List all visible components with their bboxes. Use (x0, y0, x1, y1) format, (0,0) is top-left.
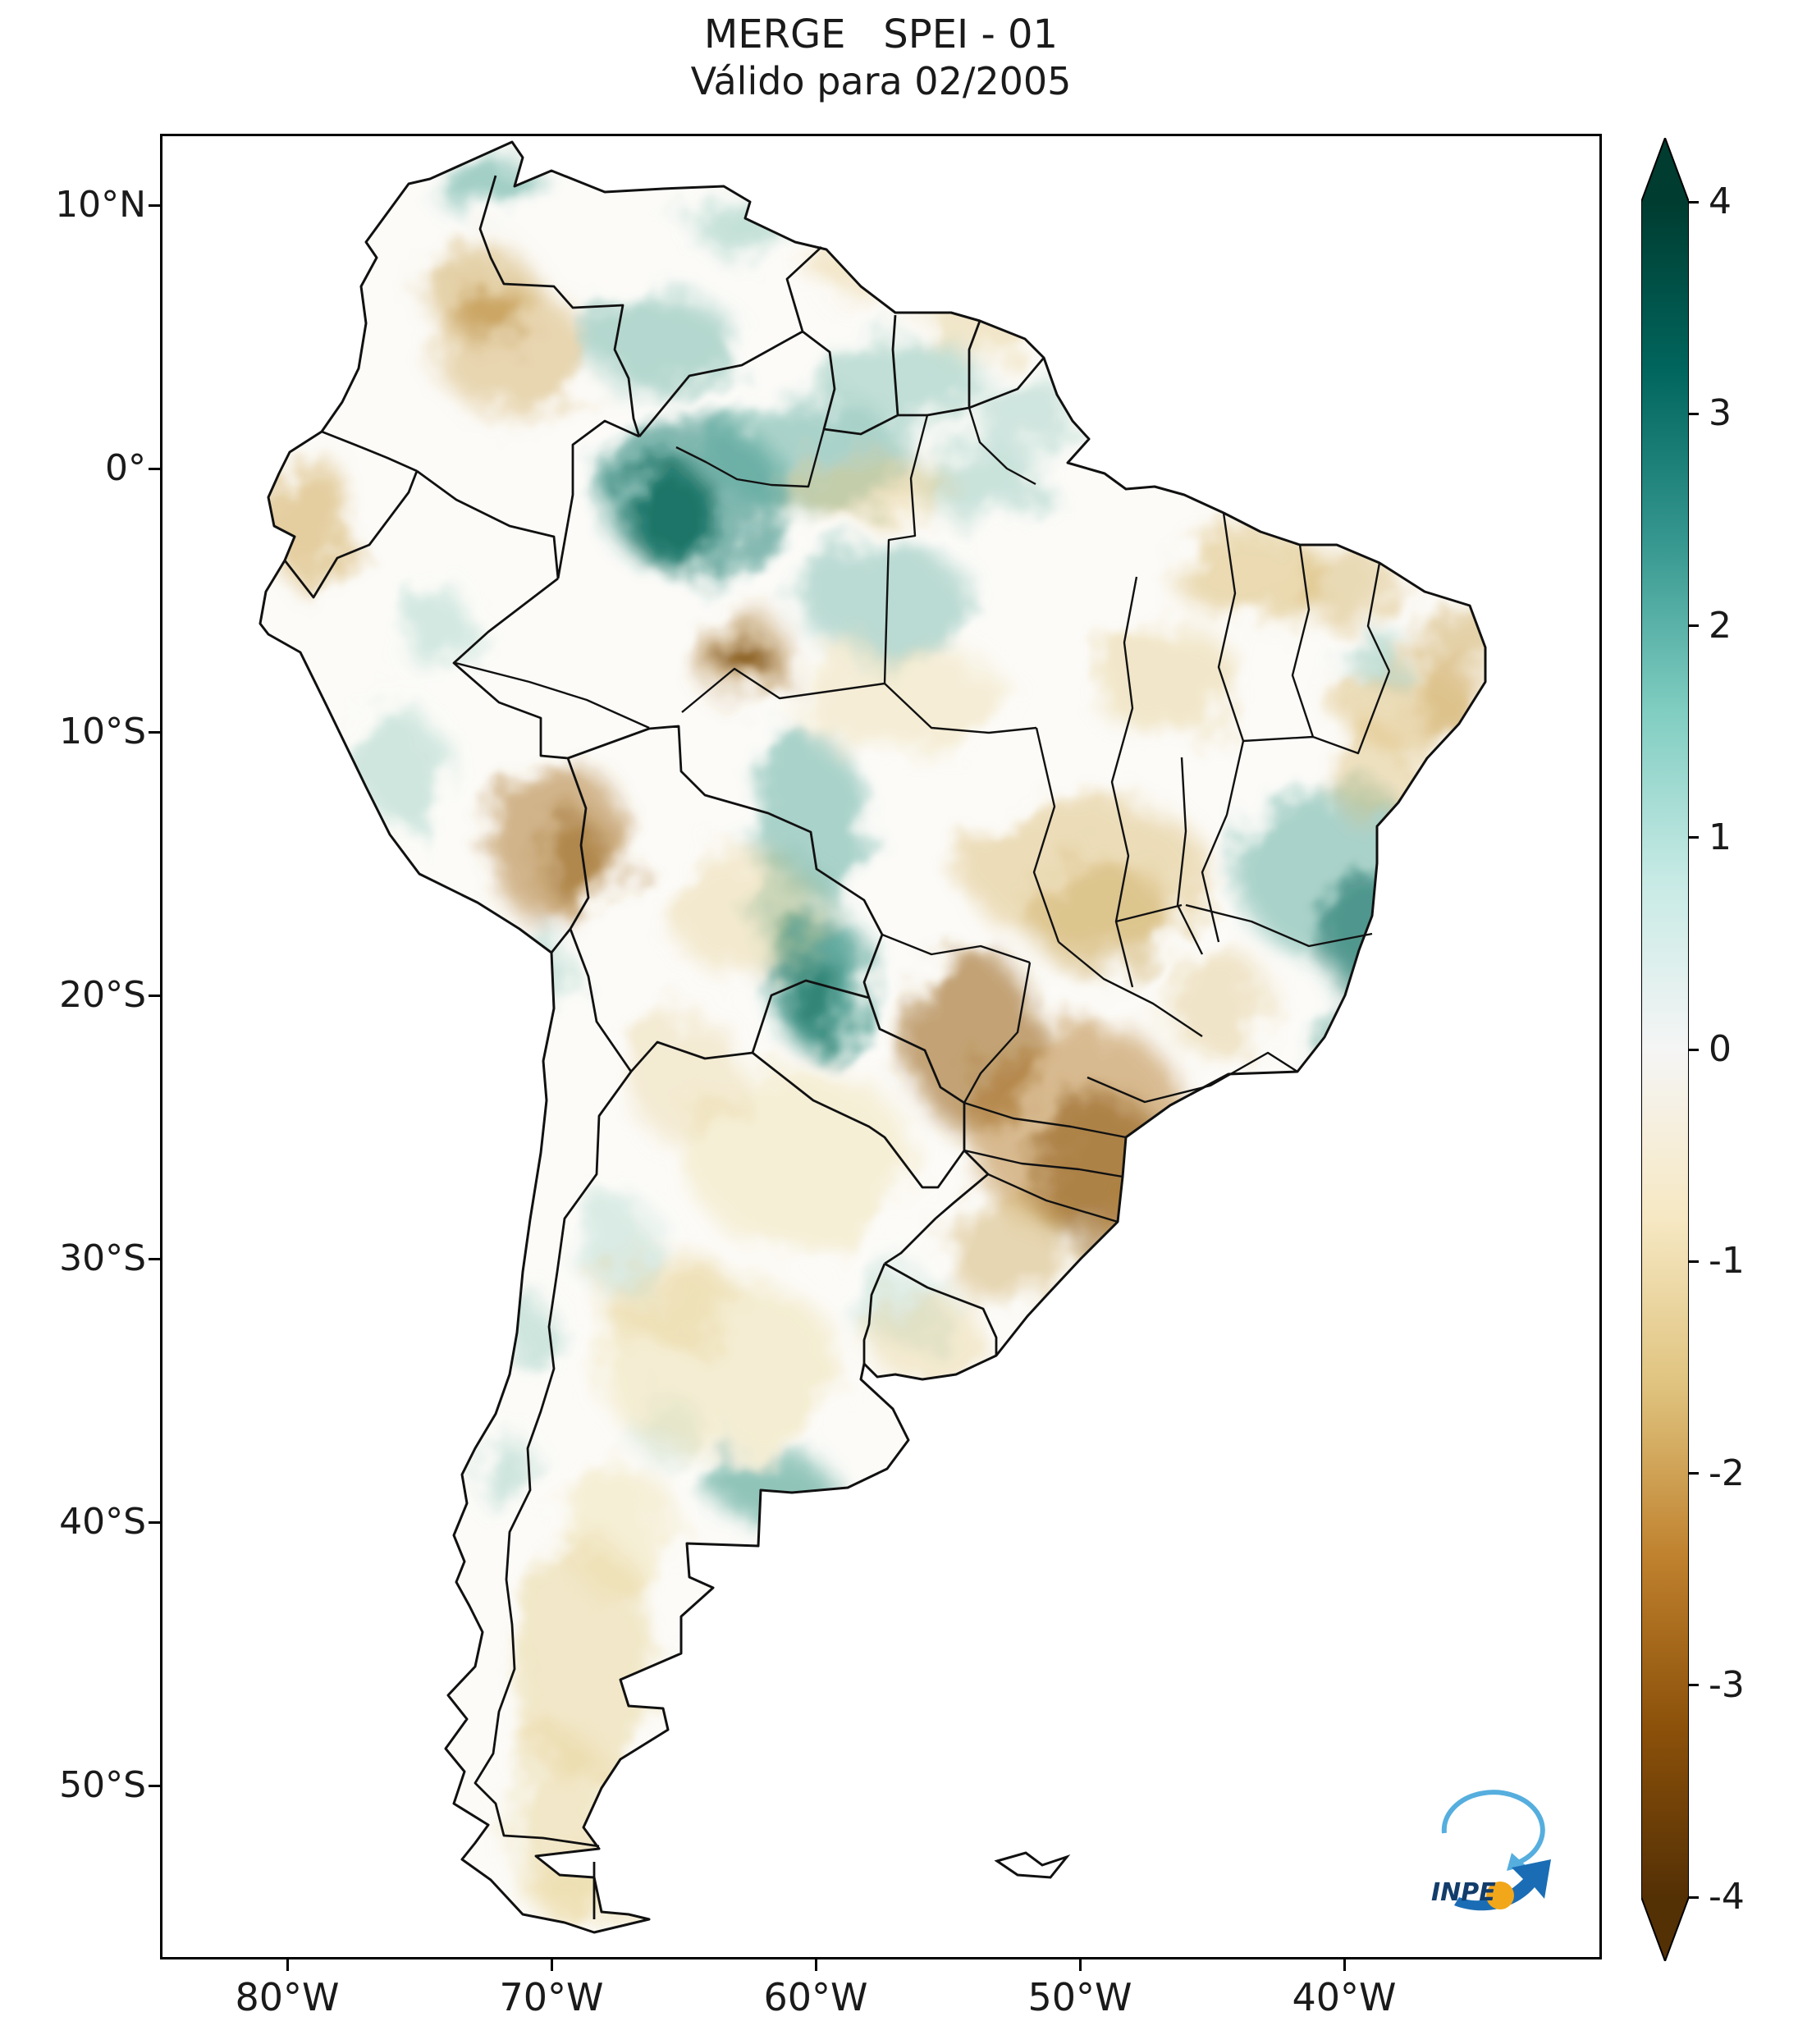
x-tickmark (286, 1959, 289, 1971)
x-tickmark (1078, 1959, 1082, 1971)
figure-title: MERGE SPEI - 01 (703, 11, 1059, 57)
y-tickmark (149, 730, 160, 734)
country-borders (283, 175, 1045, 1919)
colorbar-extend-min (1641, 1897, 1689, 1961)
logo-swirl-icon (1441, 1790, 1545, 1865)
y-tickmark (149, 1784, 160, 1787)
colorbar-tickmark (1689, 1260, 1699, 1263)
coastline (258, 140, 1487, 1934)
island-outline (994, 1851, 1071, 1879)
y-tick-label: 50°S (59, 1764, 146, 1806)
colorbar-tickmark (1689, 1895, 1699, 1899)
y-tick-label: 10°S (59, 711, 146, 752)
logo-orange-dot-icon (1486, 1882, 1514, 1909)
x-tick-label: 50°W (1027, 1975, 1132, 2019)
y-tickmark (149, 994, 160, 997)
y-tickmark (149, 203, 160, 207)
colorbar-tickmark (1689, 1048, 1699, 1051)
colorbar-tickmark (1689, 836, 1699, 839)
inpe-logo: INPE (1431, 1790, 1551, 1911)
colorbar-tick-label: -1 (1709, 1240, 1745, 1283)
colorbar-extend-max (1641, 138, 1689, 202)
colorbar-tick-label: 0 (1709, 1028, 1732, 1070)
figure-subtitle: Válido para 02/2005 (690, 59, 1072, 103)
y-tick-label: 10°N (55, 184, 146, 226)
colorbar-tick-label: 3 (1709, 392, 1732, 435)
colorbar-tick-label: 4 (1709, 181, 1732, 222)
x-tick-label: 70°W (499, 1975, 604, 2019)
plot-frame (160, 134, 1602, 1959)
colorbar-tickmark (1689, 1472, 1699, 1475)
x-tickmark (550, 1959, 553, 1971)
y-tick-label: 0° (105, 447, 146, 489)
colorbar-tickmark (1689, 1684, 1699, 1687)
colorbar (1641, 138, 1689, 1961)
map-plot-area (160, 134, 1602, 1959)
colorbar-gradient (1641, 202, 1689, 1897)
colorbar-tickmark (1689, 412, 1699, 415)
y-tick-label: 30°S (59, 1237, 146, 1279)
x-tick-label: 60°W (763, 1975, 868, 2019)
colorbar-tickmark (1689, 624, 1699, 627)
logo-text: INPE (1431, 1878, 1496, 1907)
y-tickmark (149, 1257, 160, 1260)
state-borders (455, 407, 1391, 1223)
logo-arrow-icon (1454, 1859, 1551, 1911)
colorbar-tick-label: 2 (1709, 604, 1732, 647)
colorbar-tick-label: -4 (1709, 1876, 1745, 1918)
colorbar-tickmark (1689, 200, 1699, 203)
x-tick-label: 40°W (1292, 1975, 1397, 2019)
colorbar-tick-label: 1 (1709, 816, 1732, 858)
x-tick-label: 80°W (235, 1975, 340, 2019)
x-tickmark (1343, 1959, 1346, 1971)
y-tick-label: 40°S (59, 1501, 146, 1543)
x-tickmark (814, 1959, 817, 1971)
colorbar-tick-label: -2 (1709, 1452, 1745, 1494)
y-tickmark (149, 467, 160, 470)
y-tick-label: 20°S (59, 974, 146, 1016)
y-tickmark (149, 1520, 160, 1524)
colorbar-tick-label: -3 (1709, 1663, 1745, 1706)
